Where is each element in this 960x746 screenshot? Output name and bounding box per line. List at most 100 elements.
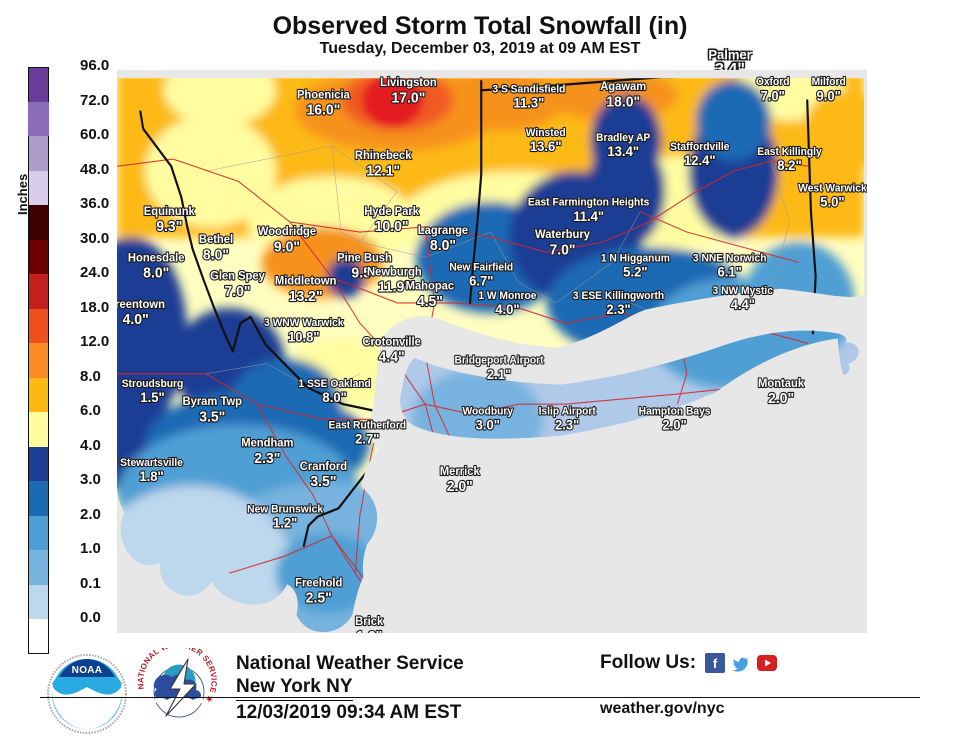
svg-text:2.0": 2.0" — [662, 417, 686, 433]
svg-text:Oxford: Oxford — [756, 76, 790, 88]
svg-text:1 N Higganum: 1 N Higganum — [601, 252, 670, 264]
svg-text:3 NNE Norwich: 3 NNE Norwich — [693, 252, 767, 264]
svg-text:11.3": 11.3" — [513, 95, 544, 111]
svg-text:7.0": 7.0" — [760, 88, 784, 104]
svg-text:1.6": 1.6" — [356, 629, 382, 633]
svg-text:2.7": 2.7" — [355, 431, 379, 447]
svg-text:East Killingly: East Killingly — [757, 146, 821, 158]
svg-text:13.6": 13.6" — [530, 139, 562, 155]
svg-text:Hampton Bays: Hampton Bays — [639, 405, 711, 417]
svg-text:New Fairfield: New Fairfield — [449, 261, 513, 273]
svg-text:Rhinebeck: Rhinebeck — [355, 149, 412, 163]
svg-text:Mendham: Mendham — [241, 436, 293, 450]
svg-text:1.2": 1.2" — [273, 515, 297, 531]
svg-text:2.5": 2.5" — [306, 590, 332, 607]
svg-text:8.0": 8.0" — [143, 265, 169, 282]
svg-text:10.8": 10.8" — [288, 329, 320, 345]
svg-text:3.5": 3.5" — [199, 409, 225, 426]
svg-text:10.0": 10.0" — [375, 219, 409, 236]
svg-text:Bridgeport Airport: Bridgeport Airport — [454, 354, 544, 366]
svg-text:9.0": 9.0" — [817, 88, 841, 104]
svg-text:4.0": 4.0" — [495, 302, 519, 318]
svg-text:Woodbury: Woodbury — [463, 405, 514, 417]
svg-text:New Brunswick: New Brunswick — [247, 503, 323, 515]
svg-text:7.0": 7.0" — [224, 283, 250, 300]
svg-text:Staffordville: Staffordville — [670, 141, 729, 153]
svg-text:2.1": 2.1" — [487, 366, 511, 382]
svg-text:16.0": 16.0" — [306, 102, 340, 119]
svg-text:3 S Sandisfield: 3 S Sandisfield — [492, 83, 565, 95]
svg-text:3 ESE Killingworth: 3 ESE Killingworth — [573, 289, 664, 301]
svg-text:Merrick: Merrick — [440, 465, 480, 479]
svg-text:3.5": 3.5" — [310, 474, 336, 491]
svg-text:11.4": 11.4" — [573, 208, 604, 224]
svg-text:Crotonville: Crotonville — [362, 335, 421, 349]
svg-text:12.4": 12.4" — [684, 153, 716, 169]
svg-text:Winsted: Winsted — [526, 126, 566, 138]
svg-text:Islip Airport: Islip Airport — [539, 405, 597, 417]
svg-text:Mahopac: Mahopac — [406, 279, 455, 293]
svg-text:2.0": 2.0" — [447, 479, 473, 496]
svg-text:18.0": 18.0" — [606, 94, 640, 111]
svg-text:1 SSE Oakland: 1 SSE Oakland — [298, 378, 370, 390]
svg-text:Waterbury: Waterbury — [535, 228, 590, 242]
svg-text:Hyde Park: Hyde Park — [364, 204, 419, 218]
svg-text:8.0": 8.0" — [322, 390, 346, 406]
svg-text:NOAA: NOAA — [72, 665, 103, 676]
svg-text:Brick: Brick — [355, 615, 383, 629]
svg-text:8.0": 8.0" — [430, 238, 456, 255]
svg-text:Newburgh: Newburgh — [367, 265, 422, 279]
svg-text:Middletown: Middletown — [275, 274, 337, 288]
svg-text:2.0": 2.0" — [768, 391, 794, 408]
svg-text:4.4": 4.4" — [731, 296, 755, 312]
svg-text:f: f — [713, 656, 718, 671]
svg-text:4.5": 4.5" — [417, 293, 443, 310]
svg-text:Cranford: Cranford — [300, 460, 347, 474]
svg-text:Stroudsburg: Stroudsburg — [122, 378, 184, 390]
svg-text:Phoenicia: Phoenicia — [297, 88, 350, 102]
svg-text:Greentown: Greentown — [117, 298, 165, 312]
svg-text:Montauk: Montauk — [758, 377, 804, 391]
svg-text:13.4": 13.4" — [607, 144, 639, 160]
svg-text:Byram Twp: Byram Twp — [183, 395, 242, 409]
svg-text:Bradley AP: Bradley AP — [596, 132, 650, 144]
svg-text:13.2": 13.2" — [289, 288, 323, 305]
svg-text:9.3": 9.3" — [156, 219, 182, 236]
svg-text:5.0": 5.0" — [820, 194, 844, 210]
svg-text:Freehold: Freehold — [295, 576, 342, 590]
svg-text:3 NW Mystic: 3 NW Mystic — [713, 284, 773, 296]
svg-text:Pine Bush: Pine Bush — [337, 251, 392, 265]
svg-text:Woodridge: Woodridge — [258, 225, 317, 239]
svg-text:East Rutherford: East Rutherford — [329, 419, 407, 431]
svg-text:4.0": 4.0" — [123, 312, 149, 329]
svg-text:2.3": 2.3" — [254, 450, 280, 467]
svg-text:8.0": 8.0" — [203, 247, 229, 264]
svg-text:Honesdale: Honesdale — [128, 251, 185, 265]
svg-text:6.1": 6.1" — [718, 264, 742, 280]
svg-text:7.0": 7.0" — [549, 242, 575, 259]
svg-text:4.4": 4.4" — [379, 349, 405, 366]
svg-text:Equinunk: Equinunk — [144, 204, 195, 218]
svg-text:Glen Spey: Glen Spey — [210, 269, 265, 283]
svg-text:2.3": 2.3" — [606, 302, 630, 318]
svg-text:East Farmington Heights: East Farmington Heights — [528, 196, 649, 208]
svg-text:6.7": 6.7" — [469, 273, 493, 289]
svg-text:9.0": 9.0" — [274, 239, 300, 256]
svg-text:Lagrange: Lagrange — [418, 224, 469, 238]
svg-text:West Warwick: West Warwick — [798, 182, 866, 194]
svg-text:Bethel: Bethel — [199, 233, 233, 247]
svg-text:17.0": 17.0" — [391, 90, 425, 107]
svg-text:5.2": 5.2" — [623, 264, 647, 280]
svg-text:1 W Monroe: 1 W Monroe — [478, 289, 536, 301]
svg-text:2.3": 2.3" — [555, 417, 579, 433]
svg-text:1.5": 1.5" — [140, 390, 164, 406]
svg-text:12.1": 12.1" — [366, 163, 400, 180]
svg-text:1.8": 1.8" — [139, 469, 163, 485]
svg-text:3 WNW Warwick: 3 WNW Warwick — [264, 317, 343, 329]
svg-text:3.0": 3.0" — [476, 417, 500, 433]
svg-text:Agawam: Agawam — [600, 80, 646, 94]
svg-text:Stewartsville: Stewartsville — [120, 457, 183, 469]
svg-text:Milford: Milford — [812, 76, 846, 88]
svg-text:Livingston: Livingston — [380, 76, 437, 90]
svg-text:8.2": 8.2" — [777, 158, 801, 174]
